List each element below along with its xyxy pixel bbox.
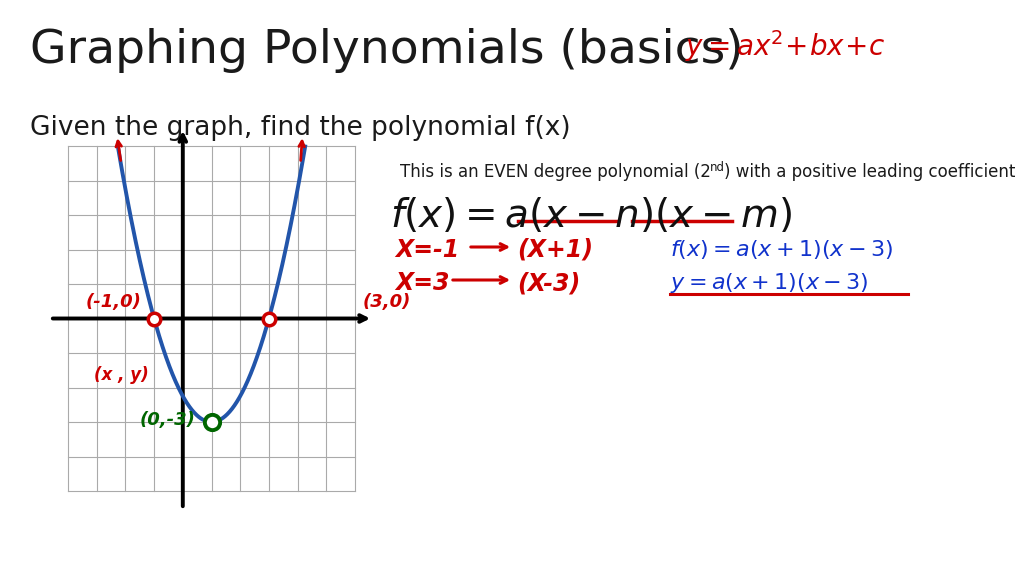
- Text: $y=ax^2\!+\!bx\!+\!c$: $y=ax^2\!+\!bx\!+\!c$: [685, 28, 885, 64]
- Text: ) with a positive leading coefficient: ) with a positive leading coefficient: [724, 163, 1016, 181]
- Text: Given the graph, find the polynomial f(x): Given the graph, find the polynomial f(x…: [30, 115, 570, 141]
- Text: $\mathit{f}(x) = \mathit{a}(\mathit{x}-\mathit{n})(\mathit{x}-\mathit{m})$: $\mathit{f}(x) = \mathit{a}(\mathit{x}-\…: [390, 196, 792, 235]
- Text: (X+1): (X+1): [517, 238, 593, 262]
- Text: X=3: X=3: [395, 271, 450, 295]
- Text: This is an EVEN degree polynomial (2: This is an EVEN degree polynomial (2: [400, 163, 711, 181]
- Text: (X-3): (X-3): [517, 271, 581, 295]
- Text: (0,-3): (0,-3): [139, 411, 196, 429]
- Text: $\mathit{y} = \mathit{a}(\mathit{x}+1)(\mathit{x}-3)$: $\mathit{y} = \mathit{a}(\mathit{x}+1)(\…: [670, 271, 868, 295]
- Text: X=-1: X=-1: [395, 238, 459, 262]
- Text: $\mathit{f}(\mathit{x}) = \mathit{a}(\mathit{x}+1)(\mathit{x}-3)$: $\mathit{f}(\mathit{x}) = \mathit{a}(\ma…: [670, 238, 893, 261]
- Text: Graphing Polynomials (basics): Graphing Polynomials (basics): [30, 28, 743, 73]
- Text: (x , y): (x , y): [94, 366, 148, 384]
- Text: nd: nd: [710, 161, 725, 174]
- Text: (-1,0): (-1,0): [86, 293, 142, 310]
- Text: (3,0): (3,0): [362, 293, 412, 310]
